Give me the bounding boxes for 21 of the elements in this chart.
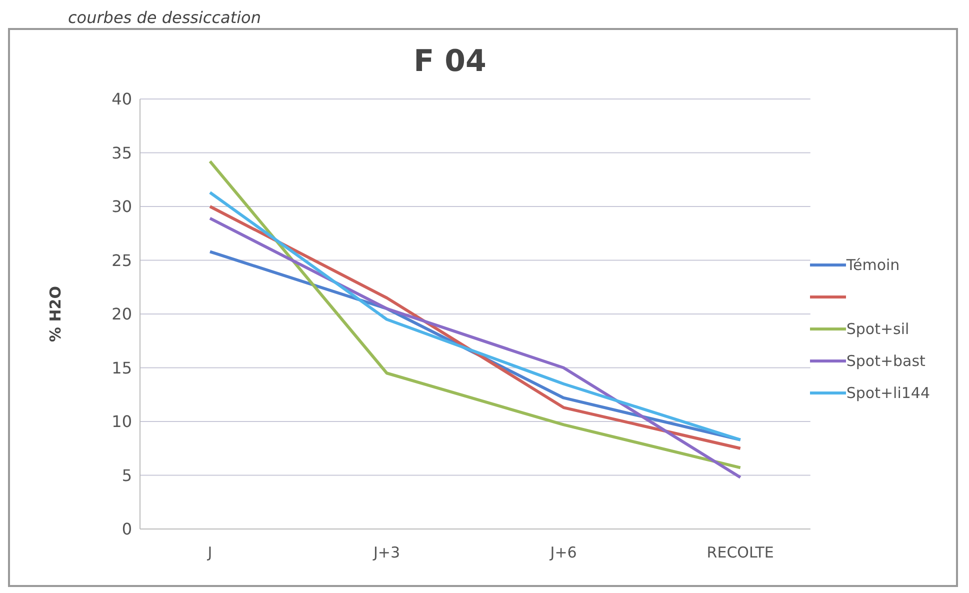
text: courbes de dessiccation xyxy=(67,8,262,28)
line-series xyxy=(208,160,742,470)
x-tick-label: J+6 xyxy=(549,544,577,562)
y-tick-label: 20 xyxy=(112,304,132,324)
y-tick-label: 5 xyxy=(122,466,132,485)
y-axis-title: % H2O xyxy=(46,286,64,342)
y-tick-label: 35 xyxy=(112,143,132,162)
x-tick-label: J xyxy=(206,544,212,562)
y-tick-label: 40 xyxy=(112,90,132,109)
legend-label: Spot+li144 xyxy=(846,384,930,402)
x-tick-label: RECOLTE xyxy=(706,544,774,562)
y-tick-label: 0 xyxy=(122,520,132,539)
y-tick-label: 30 xyxy=(112,197,132,216)
legend-label: Témoin xyxy=(846,256,900,274)
chart-title: F 04 xyxy=(412,43,488,79)
y-tick-label: 10 xyxy=(112,412,132,432)
y-tick-label: 15 xyxy=(112,358,132,378)
y-tick-label: 25 xyxy=(112,250,132,270)
x-tick-label: J+3 xyxy=(372,544,400,562)
legend-label: Spot+sil xyxy=(846,320,910,338)
legend-label: Spot+bast xyxy=(846,352,926,370)
